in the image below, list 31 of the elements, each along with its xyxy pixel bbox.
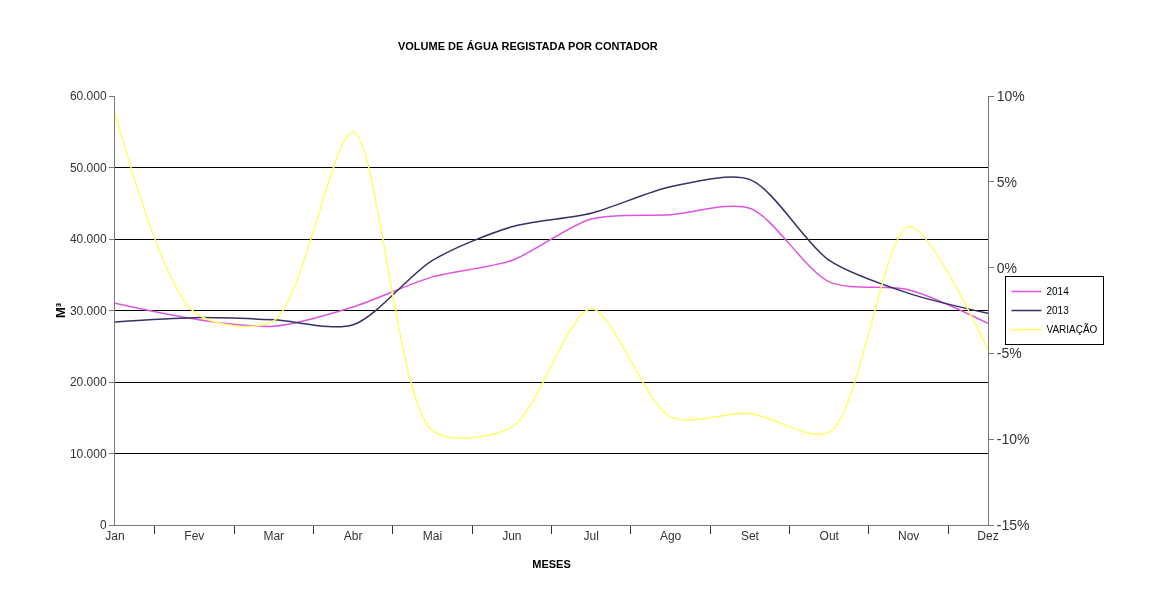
x-tick-label: Jun xyxy=(502,529,522,544)
y-tick-label: 60.000 xyxy=(69,89,107,104)
x-tick-label: Jan xyxy=(105,529,125,544)
x-tick-label: Set xyxy=(740,529,760,544)
chart-title: VOLUME DE ÁGUA REGISTADA POR CONTADOR xyxy=(397,39,658,52)
y2-tick-label: 5% xyxy=(996,173,1018,190)
x-tick-label: Jul xyxy=(583,529,599,544)
x-tick-label: Dez xyxy=(977,529,999,544)
x-axis-title: MESES xyxy=(532,558,571,570)
y2-tick-label: -15% xyxy=(996,516,1030,533)
x-tick-label: Nov xyxy=(897,529,920,544)
x-tick-label: Abr xyxy=(343,529,363,544)
y-tick-label: 30.000 xyxy=(69,303,107,318)
x-tick-label: Fev xyxy=(184,529,205,544)
y-tick-label: 50.000 xyxy=(69,160,107,175)
x-tick-label: Mai xyxy=(422,529,443,544)
x-tick-label: Mar xyxy=(263,529,285,544)
y2-tick-label: 0% xyxy=(996,259,1018,276)
y-axis-title: M³ xyxy=(52,302,68,319)
y2-tick-label: -5% xyxy=(996,345,1022,362)
x-tick-label: Out xyxy=(819,529,840,544)
y-tick-label: 20.000 xyxy=(69,375,107,390)
y-tick-label: 10.000 xyxy=(69,446,107,461)
y2-tick-label: -10% xyxy=(996,431,1030,448)
y-tick-label: 0 xyxy=(99,518,107,533)
legend-label: VARIAÇÃO xyxy=(1046,323,1098,336)
x-tick-label: Ago xyxy=(659,529,682,544)
legend-label: 2014 xyxy=(1046,286,1070,298)
y2-tick-label: 10% xyxy=(996,87,1025,104)
legend-label: 2013 xyxy=(1046,305,1070,317)
y-tick-label: 40.000 xyxy=(69,232,107,247)
